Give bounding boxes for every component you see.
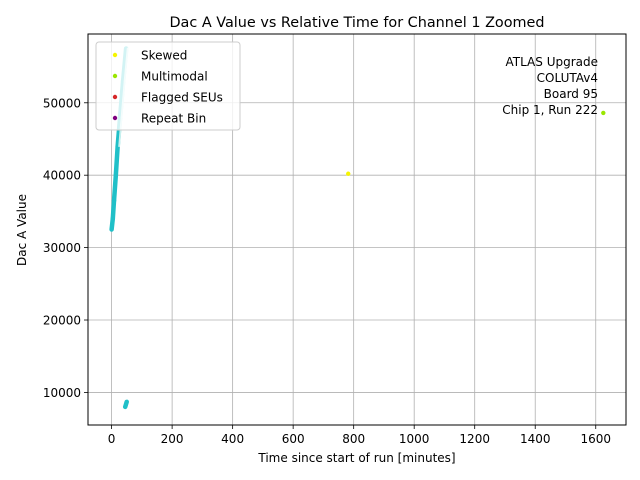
x-tick-label: 200 [161, 432, 184, 446]
y-tick-label: 20000 [43, 314, 81, 328]
x-tick-label: 1200 [459, 432, 490, 446]
legend-marker [112, 73, 118, 79]
legend-label: Flagged SEUs [141, 91, 223, 105]
annotation-line-2: COLUTAv4 [537, 71, 598, 85]
axes-frame [87, 33, 627, 426]
data-point [346, 171, 351, 176]
y-axis-label: Dac A Value [15, 194, 29, 266]
y-axis-ticks: 10000 20000 30000 40000 50000 [43, 96, 88, 400]
trace-segment [110, 198, 117, 221]
annotation-line-1: ATLAS Upgrade [505, 55, 598, 69]
x-axis-label: Time since start of run [minutes] [257, 451, 455, 465]
x-tick-label: 400 [221, 432, 244, 446]
trace-segment [111, 172, 119, 203]
legend-label: Repeat Bin [141, 112, 206, 126]
x-tick-label: 1000 [399, 432, 430, 446]
x-tick-label: 1400 [520, 432, 551, 446]
legend-label: Skewed [141, 49, 187, 63]
annotation-line-4: Chip 1, Run 222 [502, 103, 598, 117]
y-tick-label: 40000 [43, 169, 81, 183]
x-axis-ticks: 0 200 400 600 800 1000 1200 1400 1600 [108, 425, 611, 446]
trace-segment [113, 143, 120, 178]
y-tick-label: 30000 [43, 241, 81, 255]
legend-label: Multimodal [141, 70, 208, 84]
legend: Skewed Multimodal Flagged SEUs Repeat Bin [95, 41, 241, 131]
grid-lines [88, 34, 626, 425]
y-tick-label: 50000 [43, 96, 81, 110]
legend-frame [95, 41, 241, 131]
low-cluster [122, 399, 129, 410]
annotation-line-3: Board 95 [544, 87, 598, 101]
x-tick-label: 0 [108, 432, 116, 446]
data-point [601, 110, 606, 116]
legend-marker [112, 115, 118, 121]
x-tick-label: 1600 [580, 432, 611, 446]
x-tick-label: 800 [342, 432, 365, 446]
legend-marker [112, 94, 118, 100]
chart-title: Dac A Value vs Relative Time for Channel… [169, 15, 544, 31]
legend-marker [112, 52, 118, 58]
y-tick-label: 10000 [43, 386, 81, 400]
annotation-box: ATLAS Upgrade COLUTAv4 Board 95 Chip 1, … [502, 55, 598, 117]
x-tick-label: 600 [282, 432, 305, 446]
